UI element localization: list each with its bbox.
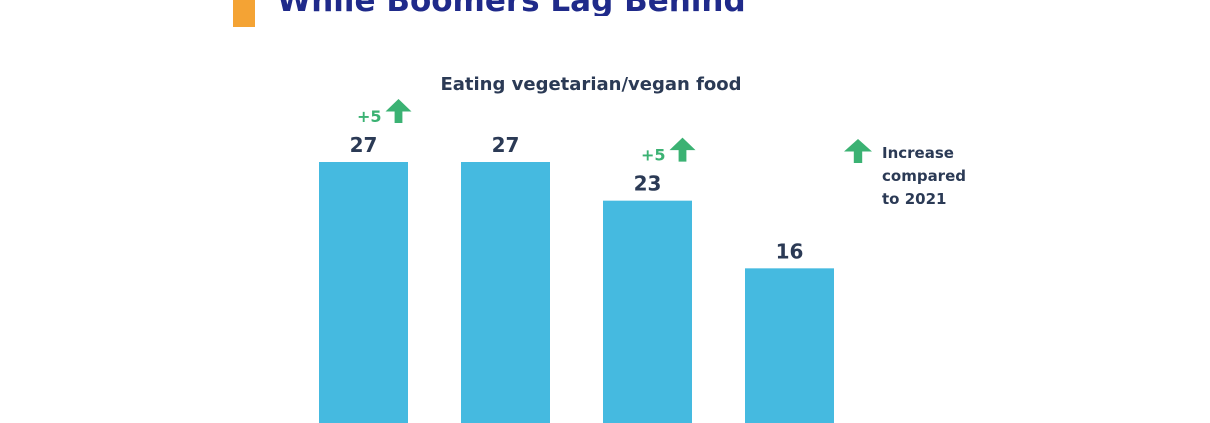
legend-line-2: compared [882,167,966,185]
bar-value-label-1: 27 [350,133,378,157]
legend-line-3: to 2021 [882,190,946,208]
heading-accent-bar [233,0,255,27]
increase-label-3: +5 [641,146,666,165]
bar-2 [461,162,550,423]
legend: Increase compared to 2021 [844,139,966,208]
up-arrow-icon [385,99,412,123]
bar-series: 27 +5 27 23 +5 16 [319,99,834,423]
bar-3 [603,200,692,423]
bar-value-label-4: 16 [776,239,804,263]
bar-value-label-2: 27 [492,133,520,157]
bar-4 [745,268,834,423]
chart-title: Eating vegetarian/vegan food [440,74,741,95]
increase-label-1: +5 [357,107,382,126]
bar-1 [319,162,408,423]
page-heading: While Boomers Lag Behind [277,0,746,16]
legend-line-1: Increase [882,144,954,162]
up-arrow-icon [844,139,872,163]
up-arrow-icon [669,137,696,162]
bar-value-label-3: 23 [634,172,662,196]
